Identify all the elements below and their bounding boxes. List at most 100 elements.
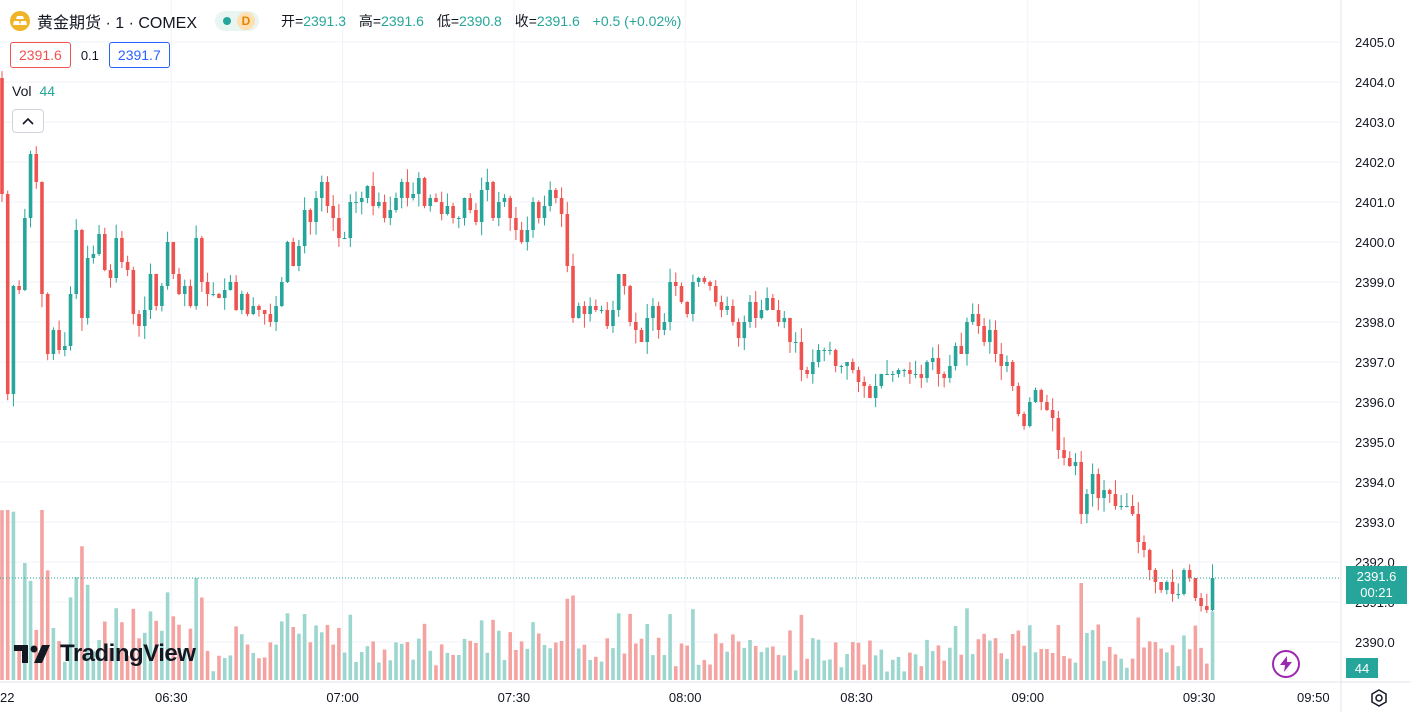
volume-bar [308,642,313,680]
candle-body [428,198,433,206]
volume-bar [57,641,61,680]
volume-bar [11,511,16,680]
low-label: 低= [436,13,460,29]
candle-body [5,194,10,394]
volume-bar [896,657,901,680]
volume-bar [1130,658,1135,680]
volume-bar [873,655,878,680]
market-status-pill[interactable]: D [215,11,260,31]
volume-bar [993,638,998,680]
volume-bar [268,642,273,680]
volume-bar [377,662,381,680]
volume-bar [1033,652,1038,680]
volume-bar [713,633,718,680]
volume-bar [879,649,884,680]
volume-bar [142,632,147,680]
tradingview-icon [14,645,50,663]
volume-bar [428,650,433,680]
volume-bar [708,664,712,680]
bar-countdown: 00:21 [1360,585,1393,600]
volume-bar [445,652,450,680]
candle-body [200,238,204,282]
candle-body [314,198,318,222]
volume-bar [948,647,952,680]
volume-bar [970,654,975,680]
price-tick-label: 2394.0 [1355,475,1395,490]
candle-body [388,210,393,218]
candle-body [508,198,512,218]
candle-body [925,362,929,378]
volume-bar [85,584,90,680]
candle-body [302,210,307,246]
market-open-icon [223,17,232,25]
volume-bar [639,638,644,680]
tradingview-logo[interactable]: TradingView [14,640,196,668]
candle-body [514,218,518,230]
candle-body [240,294,244,310]
candle-body [965,322,969,354]
volume-bar [63,661,67,680]
volume-bar [137,638,141,680]
volume-bar [953,626,958,680]
volume-bar [736,641,741,680]
volume-bar [439,644,444,680]
volume-bar [1010,633,1015,680]
volume-bar [405,642,410,680]
candle-body [417,178,421,194]
volume-bar [125,655,130,680]
collapse-legend-button[interactable] [12,109,44,133]
high-label: 高= [358,13,382,29]
volume-bar [548,648,552,680]
candle-body [262,310,267,314]
volume-bar [839,667,844,680]
session-badge: D [237,12,256,30]
price-tick-label: 2400.0 [1355,235,1395,250]
candle-body [479,190,484,222]
volume-bar [1039,648,1044,680]
candle-body [85,258,90,318]
buy-button[interactable]: 2391.7 [108,42,170,68]
volume-bar [816,639,821,680]
candle-body [993,330,998,354]
candle-body [457,218,461,219]
volume-bar [474,642,478,680]
volume-bar [651,655,655,680]
volume-bar [559,641,564,680]
candle-body [793,342,798,343]
candle-body [308,210,313,222]
candle-body [634,322,638,330]
sell-button[interactable]: 2391.6 [10,42,71,68]
lightning-button[interactable] [1272,650,1300,678]
volume-bar [850,642,855,680]
symbol-title[interactable]: 黄金期货 · 1 · COMEX [37,15,198,32]
candle-body [359,198,364,202]
price-tick-label: 2395.0 [1355,435,1395,450]
close-value: 2391.6 [536,13,580,29]
volume-bar [314,625,318,680]
candle-body [108,270,113,278]
candle-body [651,306,655,318]
candle-body [799,342,804,370]
volume-bar [719,643,724,680]
candle-body [1142,542,1146,550]
volume-bar [479,620,484,680]
volume-bar [965,608,969,680]
candle-body [131,270,136,314]
candle-body [548,190,552,206]
volume-bar [251,652,256,680]
candle-body [656,306,661,330]
volume-bar [959,654,964,680]
candle-body [1187,570,1192,578]
candle-body [1050,410,1055,418]
volume-bar [925,639,929,680]
candle-body [148,274,153,310]
volume-bar [200,597,204,680]
candle-series [0,71,1215,614]
settings-button[interactable] [1368,687,1390,709]
volume-bar [496,630,501,680]
open-label: 开= [281,13,304,29]
candle-body [1085,494,1089,514]
volume-bar [302,614,307,680]
volume-legend[interactable]: Vol 44 [12,83,55,99]
